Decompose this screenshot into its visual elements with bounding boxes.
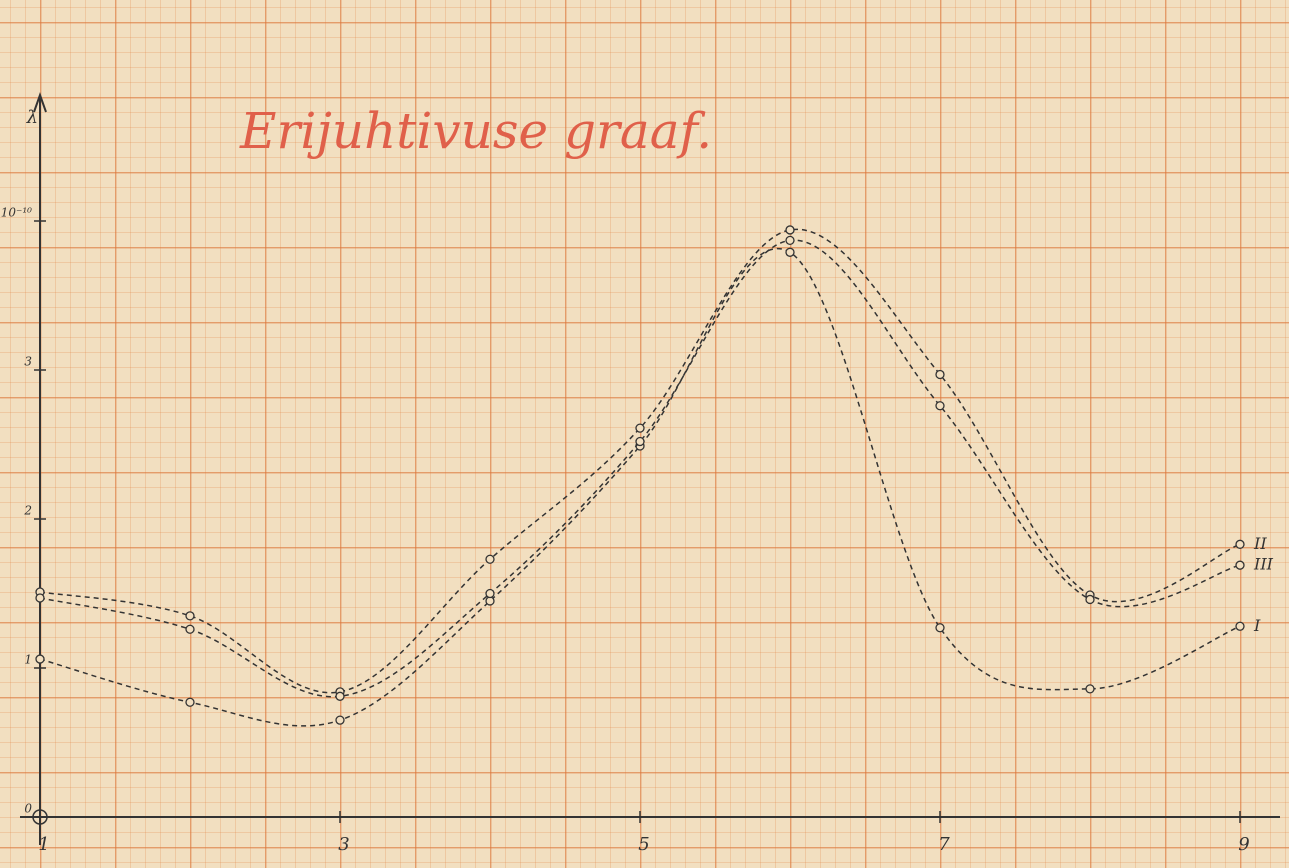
y-tick-label: 2 [23, 504, 32, 518]
y-axis-label: λ [26, 107, 38, 128]
chart: Erijuhtivuse graaf. λ 01234·10⁻¹⁰13579II… [0, 0, 1289, 868]
x-tick-label: 9 [1238, 834, 1249, 855]
data-point [936, 370, 944, 378]
series-label: II [1253, 534, 1267, 553]
y-tick-label: 1 [24, 653, 32, 667]
x-tick-label: 7 [938, 834, 950, 855]
data-point [1236, 540, 1244, 548]
series-line [40, 229, 1240, 692]
x-tick-label: 1 [38, 834, 49, 855]
data-point [936, 624, 944, 632]
data-point [636, 424, 644, 432]
data-point [36, 655, 44, 663]
y-tick-label: 4·10⁻¹⁰ [0, 206, 32, 220]
x-tick-label: 5 [638, 834, 649, 855]
data-point [786, 226, 794, 234]
page: Erijuhtivuse graaf. λ 01234·10⁻¹⁰13579II… [0, 0, 1289, 868]
y-tick-label: 3 [24, 355, 32, 369]
data-point [486, 555, 494, 563]
data-point [1086, 595, 1094, 603]
series-label: I [1253, 616, 1261, 635]
data-point [186, 625, 194, 633]
x-tick-label: 3 [338, 834, 349, 855]
data-point [1236, 622, 1244, 630]
data-point [36, 594, 44, 602]
data-point [186, 612, 194, 620]
data-point [1236, 561, 1244, 569]
data-point [1086, 685, 1094, 693]
data-point [636, 438, 644, 446]
data-point [486, 597, 494, 605]
data-point [336, 692, 344, 700]
y-tick-label: 0 [24, 802, 32, 816]
data-point [786, 248, 794, 256]
series-line [40, 240, 1240, 697]
data-point [786, 236, 794, 244]
data-point [186, 698, 194, 706]
data-point [936, 402, 944, 410]
series-label: III [1253, 555, 1274, 574]
chart-title: Erijuhtivuse graaf. [239, 102, 712, 160]
data-point [336, 716, 344, 724]
data-point [486, 590, 494, 598]
series-line [40, 249, 1240, 726]
